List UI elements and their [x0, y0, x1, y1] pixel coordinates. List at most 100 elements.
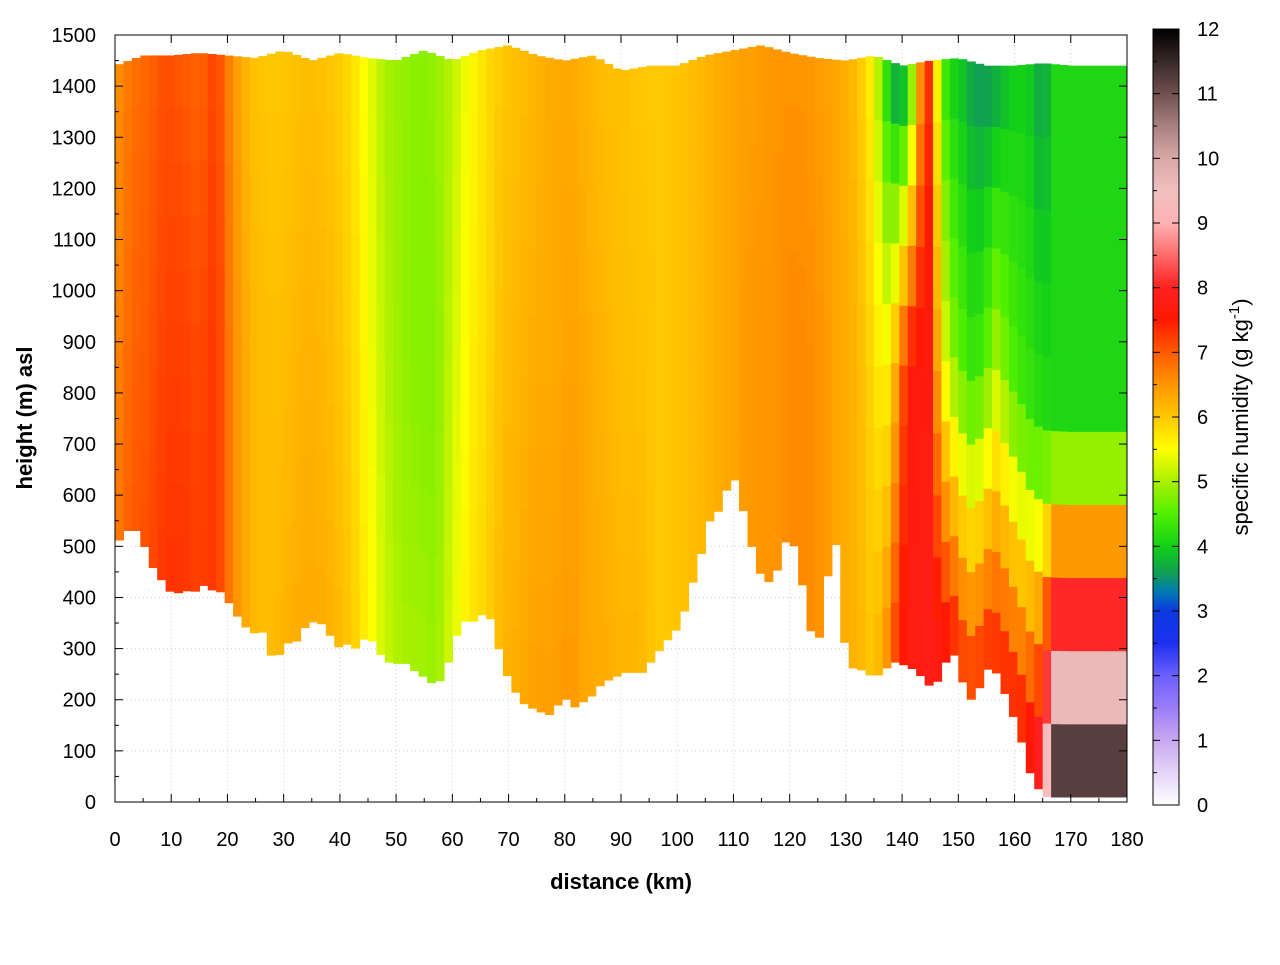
x-tick-label: 180	[1110, 829, 1143, 851]
humidity-cell	[494, 227, 504, 289]
humidity-cell	[671, 347, 681, 405]
humidity-cell	[840, 525, 850, 585]
humidity-cell	[553, 575, 563, 641]
humidity-cell	[1084, 431, 1094, 506]
humidity-cell	[123, 483, 133, 531]
humidity-cell	[789, 447, 799, 498]
humidity-cell	[216, 484, 226, 539]
humidity-cell	[755, 362, 765, 416]
humidity-cell	[654, 358, 664, 418]
humidity-cell	[233, 448, 243, 505]
humidity-cell	[1067, 358, 1077, 432]
humidity-cell	[553, 59, 563, 125]
humidity-cell	[233, 56, 243, 113]
humidity-cell	[772, 257, 782, 311]
colorbar-title-superscript: -1	[1226, 306, 1243, 319]
humidity-cell	[688, 477, 698, 531]
humidity-cell	[494, 287, 504, 349]
humidity-cell	[1101, 358, 1111, 432]
humidity-cell	[874, 242, 884, 305]
humidity-cell	[511, 112, 521, 178]
humidity-cell	[646, 542, 656, 603]
humidity-cell	[368, 407, 378, 467]
humidity-cell	[561, 379, 571, 445]
x-tick-label: 150	[942, 829, 975, 851]
humidity-cell	[460, 55, 470, 114]
humidity-cell	[730, 93, 740, 137]
humidity-cell	[460, 168, 470, 227]
humidity-cell	[486, 561, 496, 620]
humidity-cell	[249, 287, 259, 346]
humidity-cell	[443, 300, 453, 362]
humidity-cell	[283, 524, 293, 585]
humidity-cell	[452, 116, 462, 175]
humidity-cell	[317, 340, 327, 398]
humidity-cell	[528, 119, 538, 186]
humidity-cell	[224, 547, 234, 604]
humidity-cell	[578, 186, 588, 252]
humidity-cell	[359, 115, 369, 175]
humidity-cell	[992, 369, 1002, 431]
humidity-cell	[561, 124, 571, 189]
humidity-cell	[469, 166, 479, 224]
humidity-cell	[174, 162, 184, 217]
humidity-cell	[722, 227, 732, 272]
humidity-cell	[216, 323, 226, 378]
humidity-cell	[148, 157, 158, 210]
humidity-cell	[663, 582, 673, 641]
x-tick-label: 20	[216, 829, 238, 851]
humidity-cell	[941, 481, 951, 543]
humidity-cell	[680, 172, 690, 229]
humidity-cell	[823, 524, 833, 577]
humidity-cell	[587, 503, 597, 569]
humidity-cell	[604, 433, 614, 496]
humidity-cell	[292, 465, 302, 525]
humidity-cell	[949, 118, 959, 179]
humidity-cell	[368, 524, 378, 584]
humidity-cell	[646, 65, 656, 126]
humidity-cell	[983, 367, 993, 429]
humidity-cell	[621, 190, 631, 252]
humidity-cell	[519, 442, 529, 509]
humidity-cell	[958, 183, 968, 247]
humidity-cell	[570, 253, 580, 319]
humidity-cell	[814, 58, 824, 117]
humidity-cell	[654, 241, 664, 301]
humidity-cell	[823, 58, 833, 112]
humidity-cell	[199, 478, 209, 533]
humidity-cell	[494, 47, 504, 108]
humidity-cell	[224, 493, 234, 549]
humidity-cell	[595, 435, 605, 499]
humidity-cell	[494, 528, 504, 590]
humidity-cell	[351, 292, 361, 353]
humidity-cell	[148, 413, 158, 466]
humidity-cell	[174, 323, 184, 379]
humidity-cell	[1042, 722, 1052, 797]
humidity-cell	[966, 316, 976, 381]
humidity-cell	[427, 556, 437, 621]
humidity-cell	[249, 460, 259, 519]
humidity-cell	[629, 551, 639, 613]
humidity-cell	[1000, 505, 1010, 569]
humidity-cell	[1067, 211, 1077, 286]
humidity-cell	[992, 430, 1002, 492]
humidity-cell	[604, 63, 614, 127]
humidity-cell	[418, 613, 428, 677]
humidity-cell	[1017, 65, 1027, 134]
humidity-cell	[317, 510, 327, 568]
humidity-cell	[1017, 606, 1027, 675]
humidity-cell	[933, 370, 943, 434]
humidity-cell	[233, 392, 243, 449]
humidity-cell	[722, 95, 732, 140]
y-tick-label: 0	[85, 792, 96, 814]
humidity-cell	[115, 159, 125, 208]
humidity-cell	[612, 129, 622, 191]
humidity-cell	[747, 346, 757, 398]
humidity-cell	[612, 554, 622, 616]
humidity-cell	[823, 110, 833, 163]
humidity-cell	[553, 123, 563, 189]
y-tick-label: 400	[63, 587, 96, 609]
humidity-cell	[916, 184, 926, 247]
humidity-cell	[899, 365, 909, 426]
humidity-cell	[907, 245, 917, 307]
